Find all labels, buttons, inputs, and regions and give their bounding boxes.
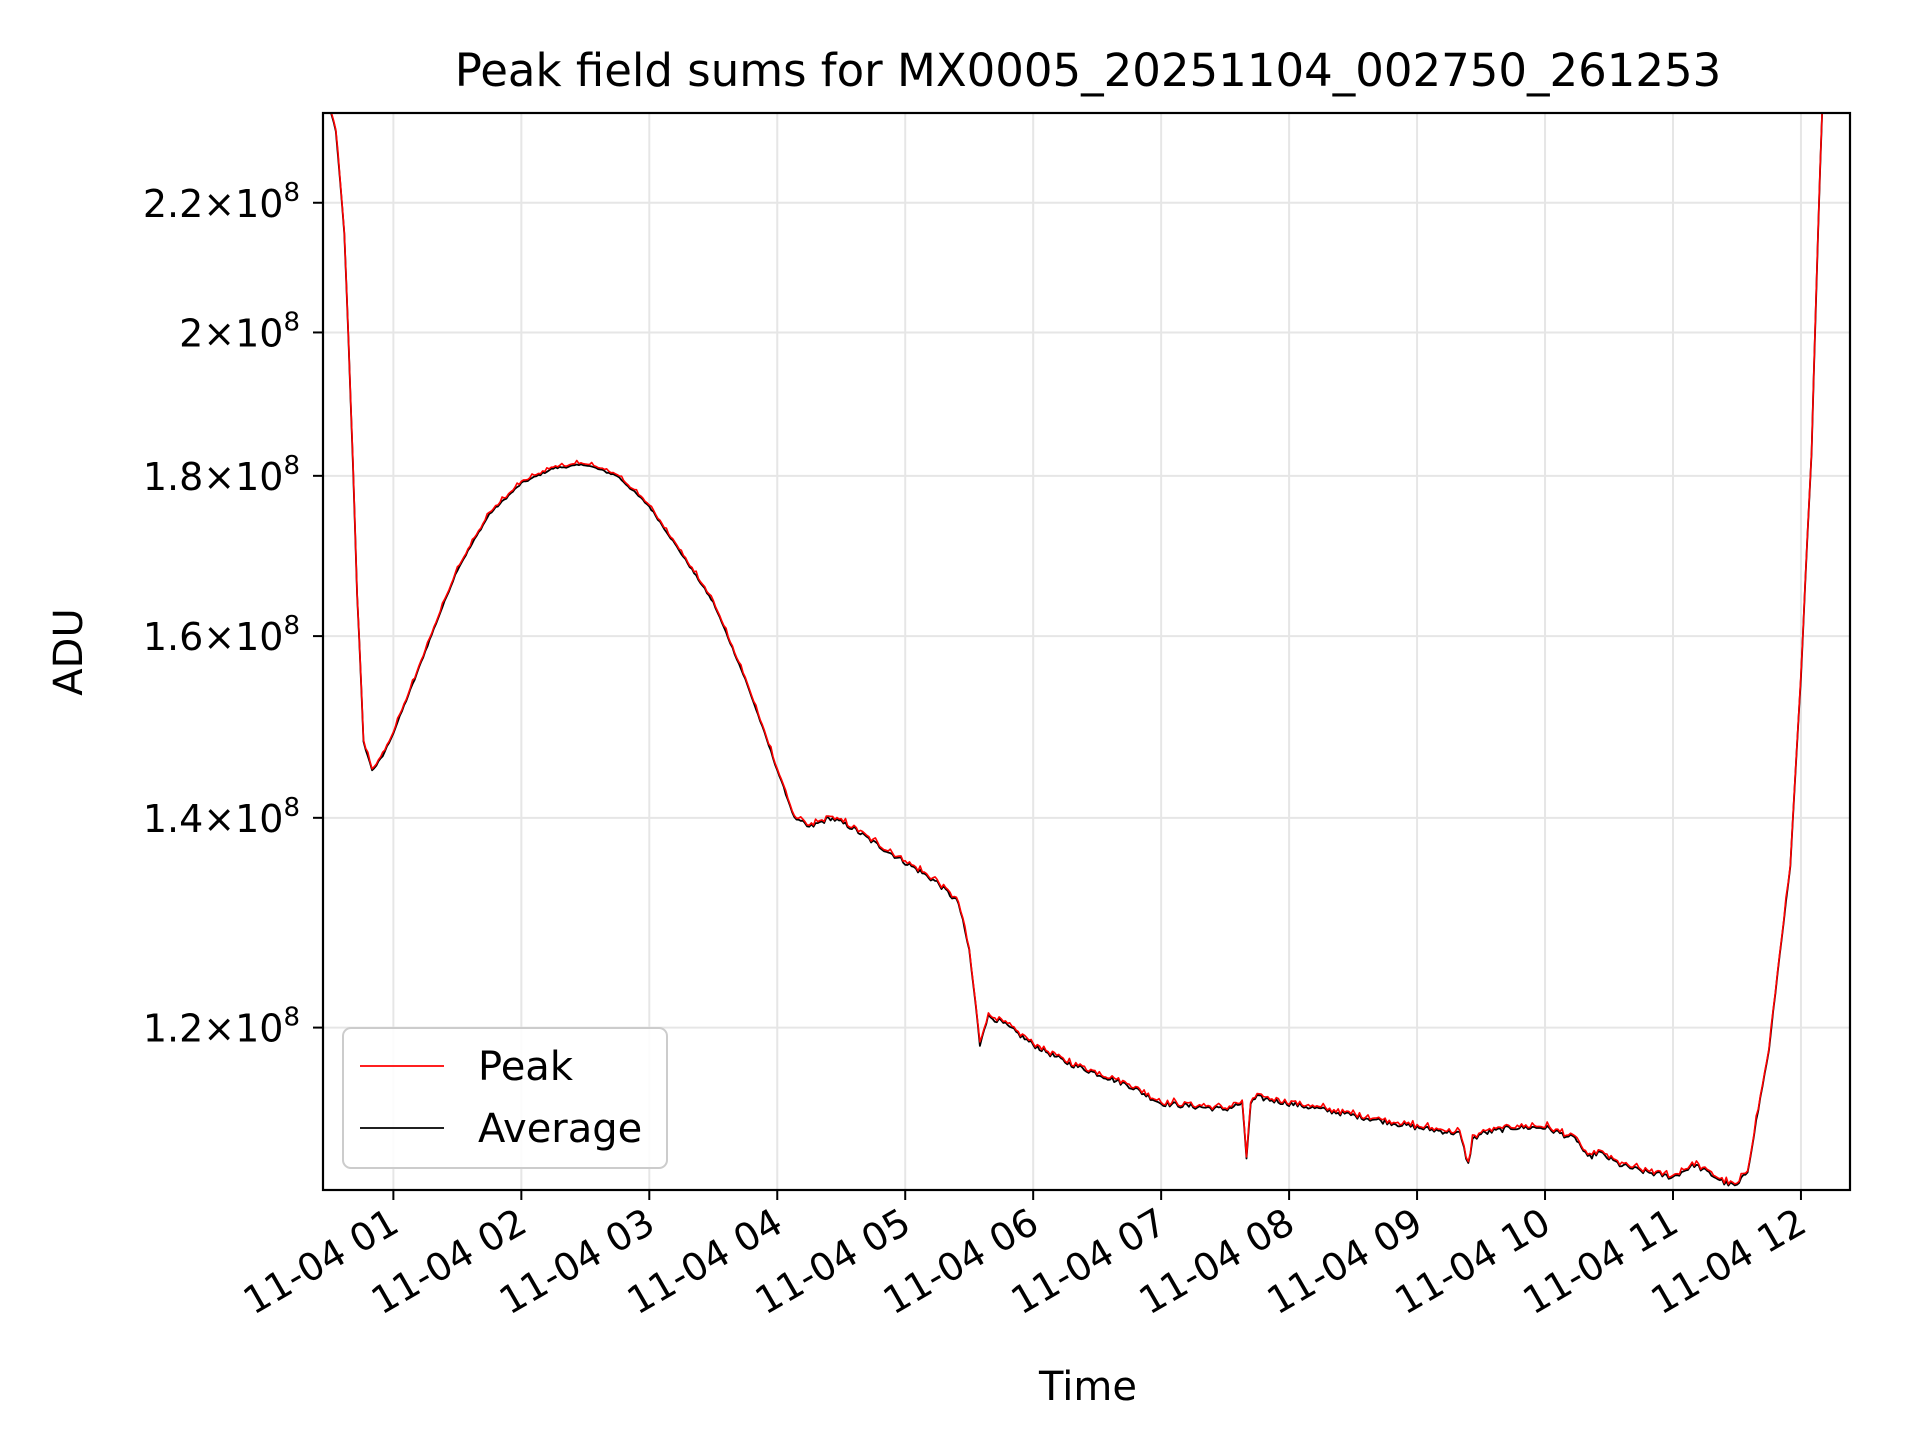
y-tick-label: 1.8×108 xyxy=(143,451,300,499)
y-tick-exponent: 8 xyxy=(283,178,300,208)
y-tick-mantissa: 2 xyxy=(179,311,203,355)
y-tick-base: 10 xyxy=(235,455,283,499)
y-tick-times: × xyxy=(203,455,235,499)
y-tick-mantissa: 1.8 xyxy=(143,455,203,499)
grid xyxy=(323,113,1850,1190)
y-tick-base: 10 xyxy=(235,182,283,226)
y-tick-label: 1.4×108 xyxy=(143,793,300,841)
y-tick-mantissa: 1.4 xyxy=(143,797,203,841)
y-tick-base: 10 xyxy=(235,1007,283,1051)
y-tick-exponent: 8 xyxy=(283,611,300,641)
y-tick-label: 2.2×108 xyxy=(143,178,300,226)
series-average-line xyxy=(330,113,1824,1187)
y-tick-mantissa: 1.2 xyxy=(143,1007,203,1051)
y-tick-mantissa: 2.2 xyxy=(143,182,203,226)
legend: Peak Average xyxy=(342,1027,668,1169)
plot-frame xyxy=(321,111,1852,1192)
chart-title: Peak field sums for MX0005_20251104_0027… xyxy=(455,44,1722,97)
y-tick-base: 10 xyxy=(235,311,283,355)
y-tick-mantissa: 1.6 xyxy=(143,615,203,659)
y-axis-label: ADU xyxy=(46,608,92,695)
y-tick-times: × xyxy=(203,615,235,659)
y-tick-exponent: 8 xyxy=(283,1003,300,1033)
y-tick-base: 10 xyxy=(235,797,283,841)
y-tick-base: 10 xyxy=(235,615,283,659)
y-tick-times: × xyxy=(203,182,235,226)
y-tick-exponent: 8 xyxy=(283,307,300,337)
y-tick-times: × xyxy=(203,1007,235,1051)
y-tick-label: 1.6×108 xyxy=(143,611,300,659)
y-tick-exponent: 8 xyxy=(283,793,300,823)
y-tick-times: × xyxy=(203,797,235,841)
x-axis-label: Time xyxy=(1038,1364,1137,1410)
legend-peak-label: Peak xyxy=(478,1044,574,1090)
y-tick-label: 1.2×108 xyxy=(143,1003,300,1051)
y-tick-times: × xyxy=(203,311,235,355)
series-peak-line xyxy=(330,113,1823,1185)
y-tick-exponent: 8 xyxy=(283,451,300,481)
y-tick-label: 2×108 xyxy=(179,307,300,355)
legend-box xyxy=(342,1027,668,1169)
legend-average-label: Average xyxy=(478,1106,642,1152)
